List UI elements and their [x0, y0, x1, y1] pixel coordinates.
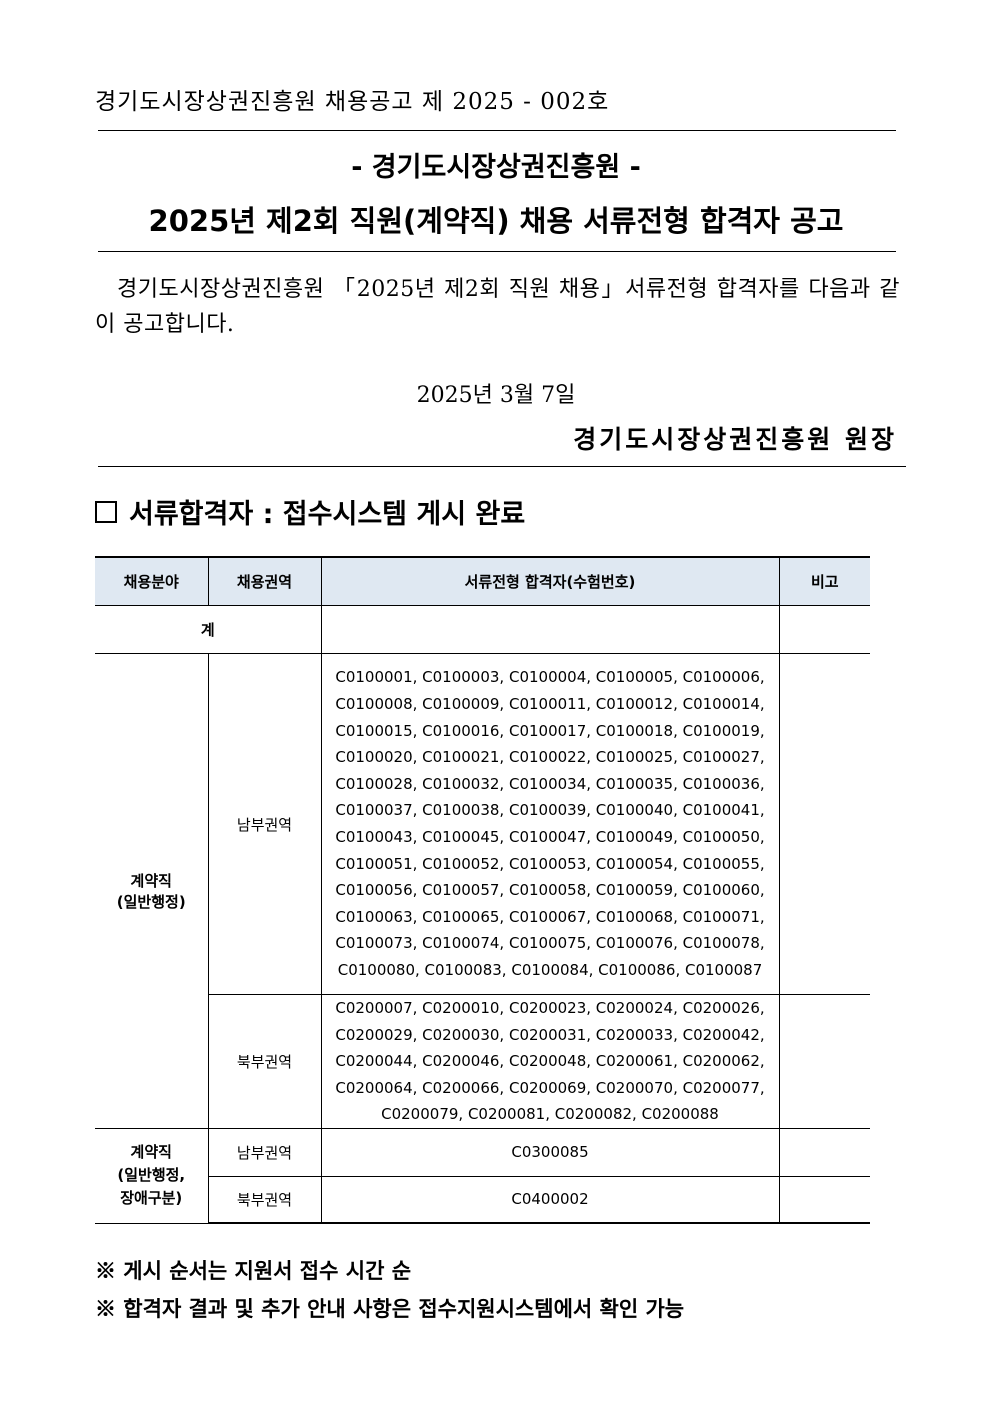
candidate-number-line: C0100028, C0100032, C0100034, C0100035, …: [335, 774, 765, 793]
candidate-number-line: C0100051, C0100052, C0100053, C0100054, …: [335, 854, 765, 873]
column-header: 채용분야: [95, 556, 209, 606]
title-organization: - 경기도시장상권진흥원 -: [351, 152, 641, 183]
column-header: 비고: [778, 556, 870, 606]
note-cell: [778, 1175, 870, 1225]
field-cell: 계약직 (일반행정): [95, 653, 209, 1129]
note-cell: [778, 994, 870, 1129]
field-label: 계약직: [130, 1143, 172, 1162]
section-heading: 서류합격자 : 접수시스템 게시 완료: [95, 492, 525, 531]
table-header-row: 채용분야 채용권역 서류전형 합격자(수험번호) 비고: [95, 556, 870, 606]
divider: [98, 251, 896, 252]
table-row: 북부권역 C0400002: [95, 1175, 870, 1225]
checkbox-icon: [95, 500, 117, 523]
document-number: 경기도시장상권진흥원 채용공고 제 2025 - 002호: [95, 89, 610, 115]
table-row: 계약직 (일반행정) 남부권역 C0100001, C0100003, C010…: [95, 653, 870, 1129]
candidate-number-line: C0100001, C0100003, C0100004, C0100005, …: [335, 668, 765, 687]
candidate-number-line: C0100008, C0100009, C0100011, C0100012, …: [335, 695, 765, 714]
region-cell: 북부권역: [208, 1175, 322, 1225]
total-label: 계: [95, 605, 322, 654]
total-row: 계: [95, 605, 870, 654]
footnote: ※ 합격자 결과 및 추가 안내 사항은 접수지원시스템에서 확인 가능: [95, 1296, 685, 1321]
page-title: 2025년 제2회 직원(계약직) 채용 서류전형 합격자 공고: [148, 204, 844, 238]
candidate-number-line: C0100037, C0100038, C0100039, C0100040, …: [335, 801, 765, 820]
field-label: (일반행정,: [117, 1166, 186, 1185]
candidate-number-line: C0100043, C0100045, C0100047, C0100049, …: [335, 828, 765, 846]
total-note: [778, 605, 870, 654]
codes-cell: C0200007, C0200010, C0200023, C0200024, …: [320, 994, 780, 1129]
codes-cell: C0400002: [320, 1175, 780, 1225]
region-cell: 북부권역: [208, 994, 322, 1129]
footnote: ※ 게시 순서는 지원서 접수 시간 순: [95, 1258, 412, 1283]
table-row: 북부권역 C0200007, C0200010, C0200023, C0200…: [95, 994, 870, 1129]
section-title: 서류합격자 : 접수시스템 게시 완료: [129, 499, 526, 530]
codes-cell: C0100001, C0100003, C0100004, C0100005, …: [320, 653, 780, 995]
field-label: (일반행정): [116, 892, 186, 911]
note-cell: [778, 653, 870, 995]
announcement-text: 경기도시장상권진흥원 「2025년 제2회 직원 채용」서류전형 합격자를 다음…: [95, 277, 900, 337]
region-cell: 남부권역: [207, 1127, 322, 1177]
candidate-number-line: C0100063, C0100065, C0100067, C0100068, …: [335, 907, 765, 926]
candidate-number-line: C0200064, C0200066, C0200069, C0200070, …: [335, 1078, 765, 1097]
candidate-number-line: C0100073, C0100074, C0100075, C0100076, …: [335, 934, 765, 953]
field-cell: 계약직 (일반행정, 장애구분): [95, 1127, 209, 1224]
field-label: 계약직: [130, 871, 172, 890]
results-table: 채용분야 채용권역 서류전형 합격자(수험번호) 비고 계 계약직 (일반행정)…: [95, 556, 870, 1225]
candidate-number-line: C0100056, C0100057, C0100058, C0100059, …: [335, 881, 765, 900]
divider: [98, 466, 906, 467]
field-label: 장애구분): [120, 1189, 183, 1208]
column-header: 서류전형 합격자(수험번호): [320, 556, 780, 606]
region-cell: 남부권역: [207, 653, 322, 995]
candidate-number-line: C0300085: [511, 1143, 589, 1162]
candidate-number-line: C0200079, C0200081, C0200082, C0200088: [381, 1105, 719, 1124]
candidate-number-line: C0100015, C0100016, C0100017, C0100018, …: [335, 721, 765, 740]
signer: 경기도시장상권진흥원 원장: [573, 425, 897, 454]
candidate-number-line: C0200007, C0200010, C0200023, C0200024, …: [335, 999, 765, 1017]
candidate-number-line: C0200044, C0200046, C0200048, C0200061, …: [335, 1052, 765, 1071]
candidate-number-line: C0200029, C0200030, C0200031, C0200033, …: [335, 1025, 765, 1044]
announcement-date: 2025년 3월 7일: [416, 383, 576, 408]
column-header: 채용권역: [207, 556, 322, 606]
codes-cell: C0300085: [320, 1127, 780, 1177]
candidate-number-line: C0400002: [511, 1190, 589, 1209]
candidate-number-line: C0100020, C0100021, C0100022, C0100025, …: [335, 748, 765, 767]
total-value: [320, 605, 780, 654]
candidate-number-line: C0100080, C0100083, C0100084, C0100086, …: [337, 960, 763, 979]
divider: [98, 130, 896, 131]
note-cell: [778, 1127, 870, 1177]
table-row: 계약직 (일반행정, 장애구분) 남부권역 C0300085: [95, 1127, 870, 1224]
